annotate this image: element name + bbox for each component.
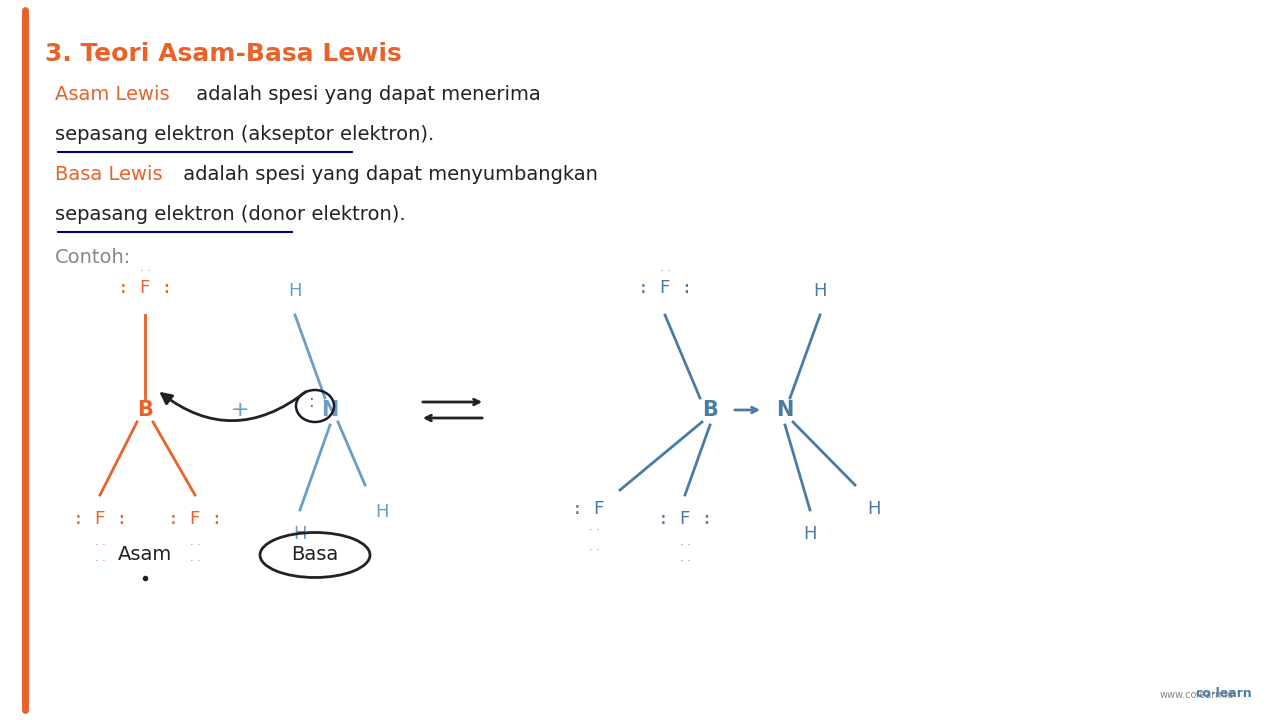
Text: :: : bbox=[310, 393, 315, 411]
Text: : F :: : F : bbox=[118, 279, 173, 297]
Text: N: N bbox=[321, 400, 339, 420]
Text: B: B bbox=[137, 400, 152, 420]
Text: H: H bbox=[804, 525, 817, 543]
Text: adalah spesi yang dapat menyumbangkan: adalah spesi yang dapat menyumbangkan bbox=[177, 165, 598, 184]
Text: . .: . . bbox=[680, 553, 690, 563]
FancyArrowPatch shape bbox=[161, 392, 306, 420]
Text: sepasang elektron (donor elektron).: sepasang elektron (donor elektron). bbox=[55, 205, 406, 224]
Text: www.colearn.id: www.colearn.id bbox=[1160, 690, 1234, 700]
Text: Basa Lewis: Basa Lewis bbox=[55, 165, 163, 184]
Text: co·learn: co·learn bbox=[1196, 687, 1252, 700]
Text: : F :: : F : bbox=[168, 510, 223, 528]
Text: sepasang elektron (akseptor elektron).: sepasang elektron (akseptor elektron). bbox=[55, 125, 434, 144]
Text: . .: . . bbox=[680, 537, 690, 547]
Text: Contoh:: Contoh: bbox=[55, 248, 132, 267]
Text: H: H bbox=[288, 282, 302, 300]
Text: : F :: : F : bbox=[637, 279, 692, 297]
Text: . .: . . bbox=[189, 537, 201, 547]
Text: H: H bbox=[813, 282, 827, 300]
Text: H: H bbox=[375, 503, 389, 521]
Text: H: H bbox=[867, 500, 881, 518]
Text: . .: . . bbox=[95, 537, 105, 547]
Text: : F: : F bbox=[572, 500, 605, 518]
Text: H: H bbox=[293, 525, 307, 543]
Text: : F :: : F : bbox=[73, 510, 127, 528]
Text: . .: . . bbox=[140, 263, 150, 273]
Text: +: + bbox=[230, 400, 250, 420]
Text: . .: . . bbox=[659, 263, 671, 273]
Text: N: N bbox=[776, 400, 794, 420]
Text: . .: . . bbox=[189, 553, 201, 563]
Text: Basa: Basa bbox=[292, 546, 339, 564]
Text: . .: . . bbox=[589, 522, 600, 532]
Text: Asam Lewis: Asam Lewis bbox=[55, 85, 170, 104]
Text: Asam: Asam bbox=[118, 546, 172, 564]
Text: . .: . . bbox=[589, 542, 600, 552]
Text: adalah spesi yang dapat menerima: adalah spesi yang dapat menerima bbox=[189, 85, 540, 104]
Text: 3. Teori Asam-Basa Lewis: 3. Teori Asam-Basa Lewis bbox=[45, 42, 402, 66]
Text: : F :: : F : bbox=[658, 510, 712, 528]
Text: B: B bbox=[701, 400, 718, 420]
Text: . .: . . bbox=[95, 553, 105, 563]
